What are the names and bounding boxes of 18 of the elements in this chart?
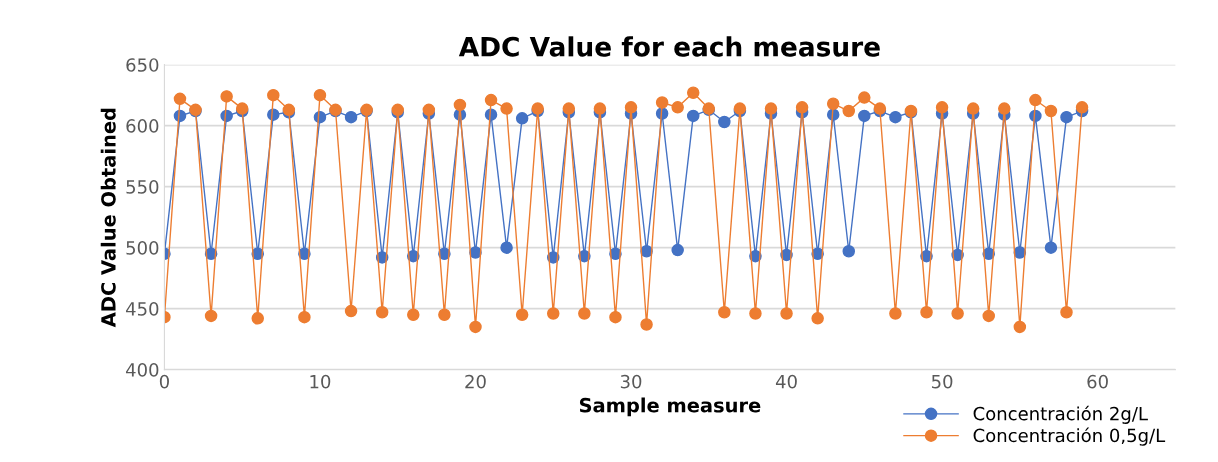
chart-title: ADC Value for each measure: [458, 36, 880, 57]
y-axis-title: ADC Value Obtained: [100, 108, 116, 328]
x-tick-label: 40: [775, 374, 797, 389]
y-tick-label: 400: [125, 363, 159, 377]
x-tick-label: 50: [931, 374, 953, 389]
x-tick-label: 10: [310, 374, 331, 389]
y-tick-label: 550: [126, 180, 159, 194]
x-tick-label: 60: [1087, 374, 1108, 389]
x-tick-label: 30: [620, 374, 642, 389]
x-tick-label: 0: [159, 374, 169, 389]
y-tick-label: 650: [126, 58, 159, 72]
legend-label: Concentración 0,5g/L: [973, 427, 1166, 446]
y-tick-label: 450: [125, 302, 159, 316]
y-tick-label: 600: [126, 119, 159, 133]
x-tick-label: 20: [465, 374, 486, 389]
y-tick-label: 500: [126, 241, 159, 255]
x-axis-title: Sample measure: [579, 397, 761, 417]
legend-label: Concentración 2g/L: [973, 405, 1148, 424]
